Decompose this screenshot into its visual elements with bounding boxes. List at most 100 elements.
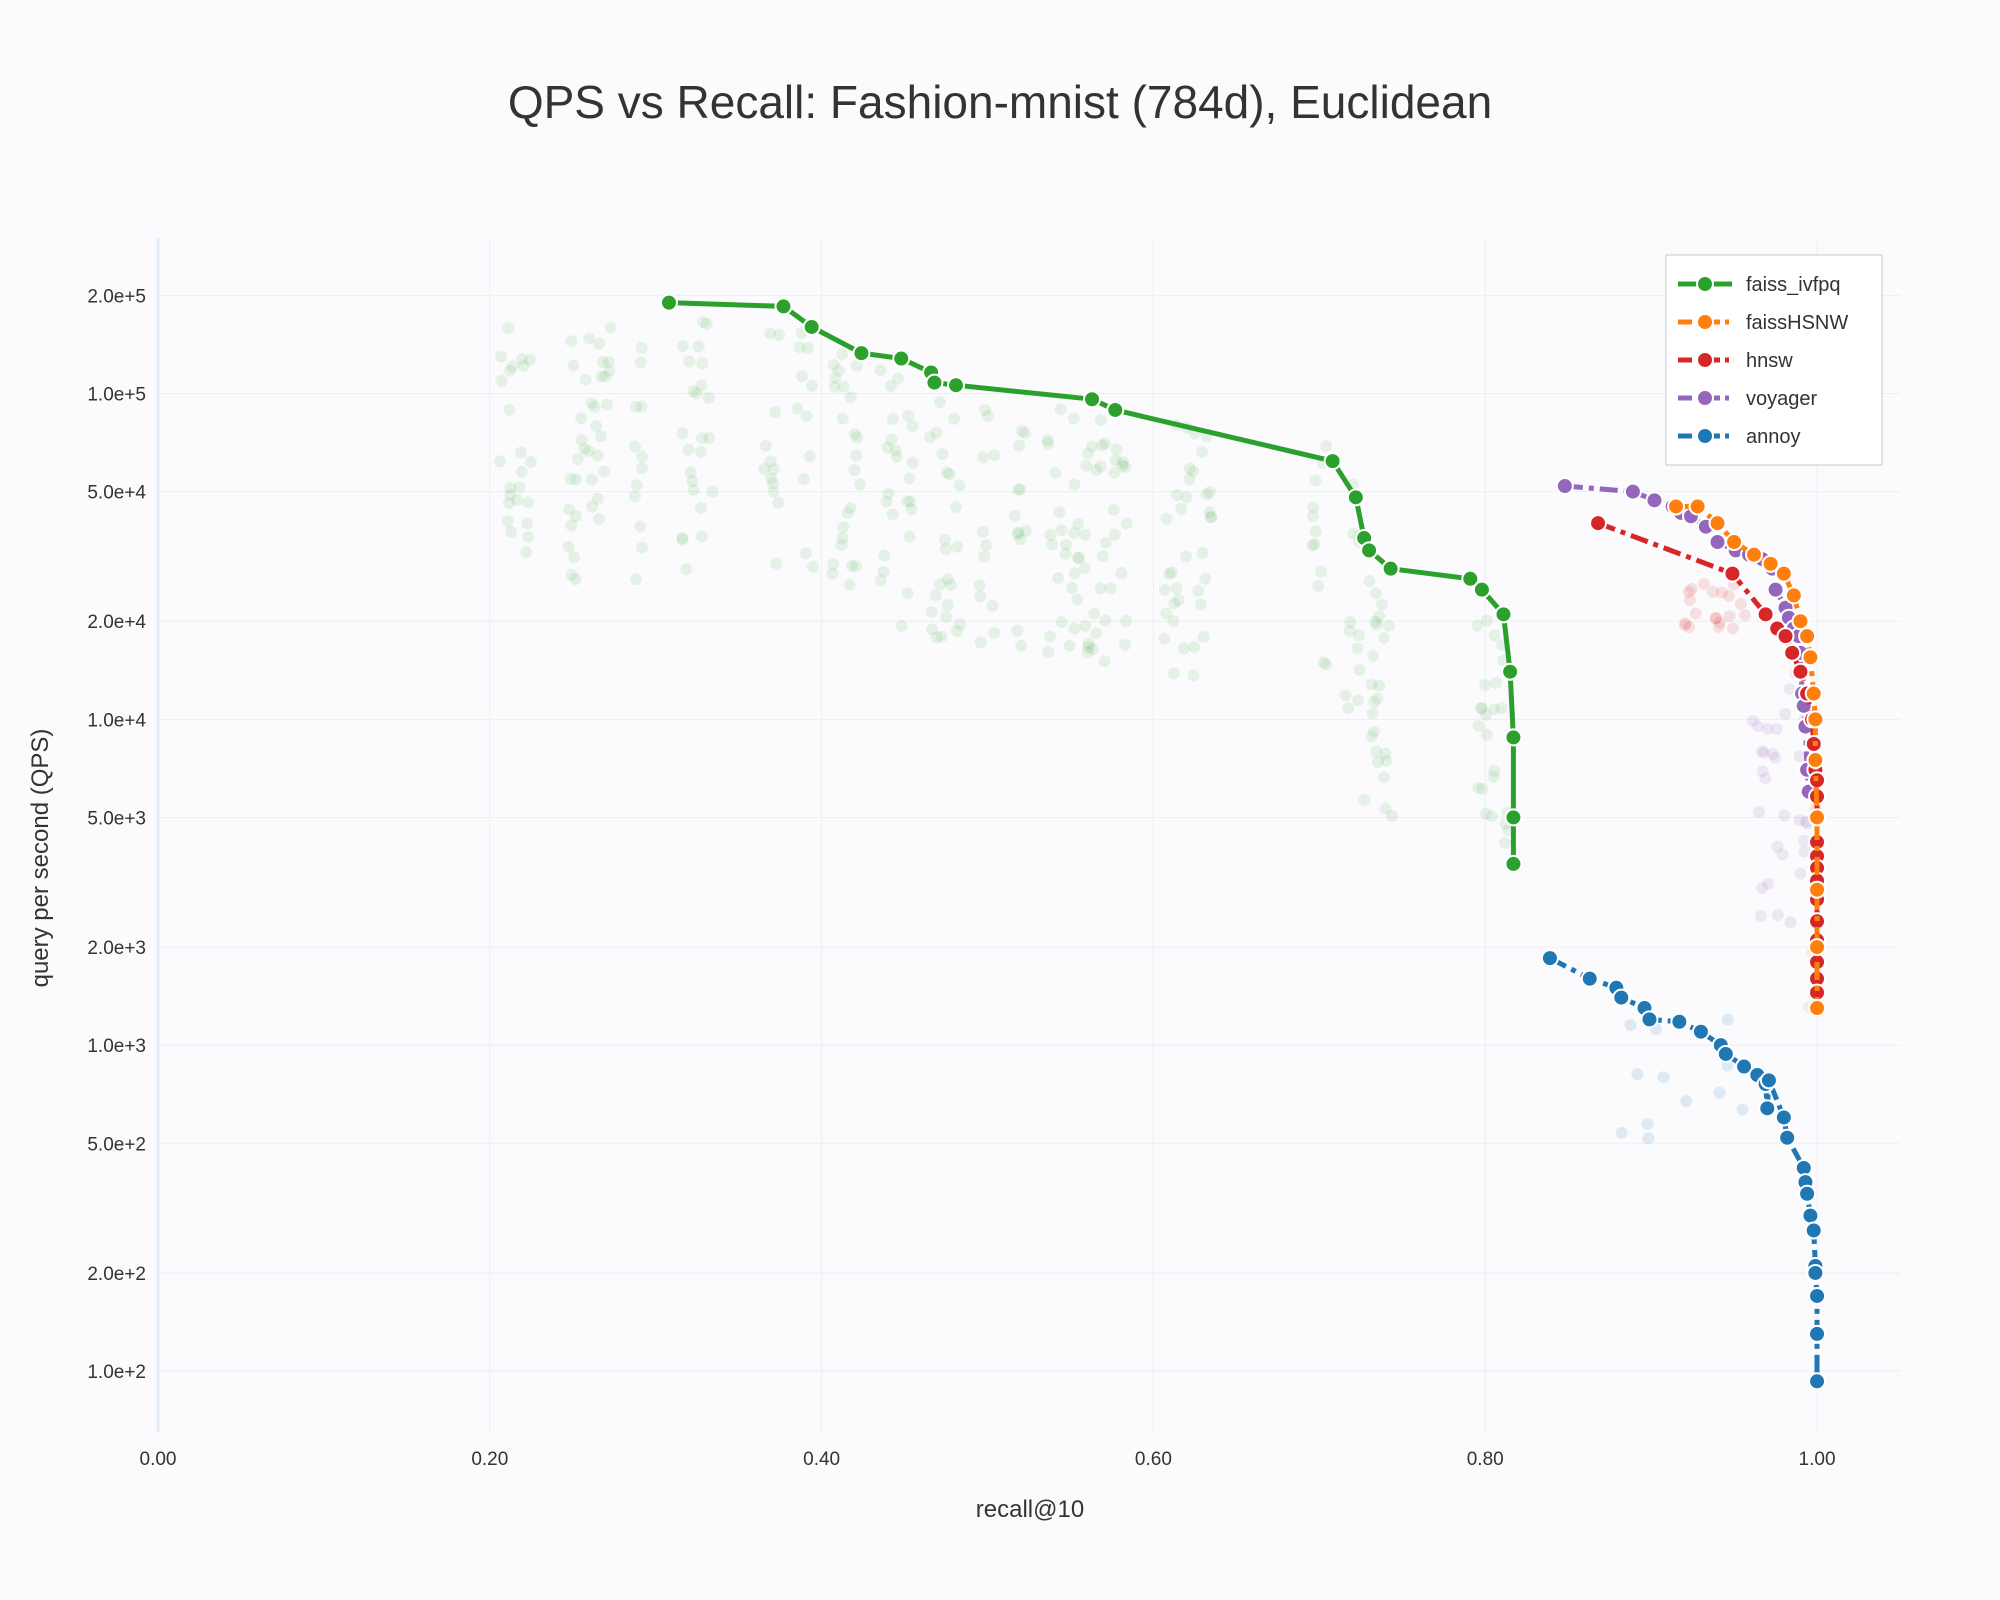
background-point xyxy=(604,321,617,334)
background-point xyxy=(1698,578,1711,591)
background-point xyxy=(1472,720,1485,733)
x-tick-label: 0.00 xyxy=(140,1449,177,1470)
background-point xyxy=(1490,676,1503,689)
legend-marker-hnsw xyxy=(1696,351,1714,369)
background-point xyxy=(1475,702,1488,715)
data-point-faiss-ivfpq xyxy=(1360,541,1379,560)
data-point-hnsw xyxy=(1723,564,1742,583)
background-point xyxy=(1015,639,1028,652)
background-point xyxy=(764,327,777,340)
background-point xyxy=(696,357,709,370)
background-point xyxy=(770,557,783,570)
background-point xyxy=(901,587,914,600)
background-point xyxy=(1365,678,1378,691)
background-point xyxy=(1358,793,1371,806)
background-point xyxy=(1712,620,1725,633)
background-point xyxy=(976,525,989,538)
background-point xyxy=(1721,1013,1734,1026)
background-point xyxy=(905,503,918,516)
background-point xyxy=(933,396,946,409)
series-lines xyxy=(659,293,1827,1391)
data-point-annoy xyxy=(1580,969,1599,988)
background-point xyxy=(844,391,857,404)
background-point xyxy=(940,466,953,479)
background-point xyxy=(1367,649,1380,662)
background-point xyxy=(635,450,648,463)
background-point xyxy=(1196,445,1209,458)
background-point xyxy=(1479,708,1492,721)
background-point xyxy=(843,578,856,591)
data-point-faiss-ivfpq xyxy=(892,349,911,368)
data-point-faisshsnw xyxy=(1806,710,1825,729)
background-point xyxy=(586,500,599,513)
background-point xyxy=(517,359,530,372)
legend-label-faisshsnw: faissHSNW xyxy=(1746,312,1848,334)
background-point xyxy=(1068,478,1081,491)
background-point xyxy=(1168,667,1181,680)
background-point xyxy=(1014,533,1027,546)
background-point xyxy=(1008,509,1021,522)
background-point xyxy=(827,558,840,571)
y-tick-label: 2.0e+3 xyxy=(87,938,146,959)
background-point xyxy=(1014,483,1027,496)
background-point xyxy=(906,456,919,469)
background-point xyxy=(765,472,778,485)
background-point xyxy=(943,468,956,481)
background-point xyxy=(1090,464,1103,477)
background-point xyxy=(1160,512,1173,525)
background-point xyxy=(1180,491,1193,504)
background-point xyxy=(494,350,507,363)
background-point xyxy=(687,384,700,397)
background-point xyxy=(829,371,842,384)
background-point xyxy=(884,380,897,393)
y-tick-label: 1.0e+4 xyxy=(87,710,146,731)
background-point xyxy=(1108,466,1121,479)
background-point xyxy=(502,497,515,510)
background-point xyxy=(1682,585,1695,598)
data-point-voyager xyxy=(1766,580,1785,599)
background-point xyxy=(514,446,527,459)
background-point xyxy=(1055,524,1068,537)
background-point xyxy=(582,444,595,457)
background-point xyxy=(1631,1068,1644,1081)
background-point xyxy=(1475,702,1488,715)
background-point xyxy=(565,568,578,581)
background-point xyxy=(1306,539,1319,552)
background-point xyxy=(594,430,607,443)
background-point xyxy=(1379,747,1392,760)
background-point xyxy=(1679,619,1692,632)
background-point xyxy=(1082,637,1095,650)
data-point-annoy xyxy=(1735,1057,1754,1076)
data-point-faiss-ivfpq xyxy=(1106,400,1125,419)
data-point-faisshsnw xyxy=(1725,533,1744,552)
background-point xyxy=(895,619,908,632)
background-point xyxy=(1044,529,1057,542)
data-point-faisshsnw xyxy=(1801,648,1820,667)
background-point xyxy=(1369,615,1382,628)
background-point xyxy=(628,490,641,503)
background-point xyxy=(845,559,858,572)
data-point-faisshsnw xyxy=(1808,880,1827,899)
legend-label-annoy: annoy xyxy=(1746,426,1801,448)
background-point xyxy=(1067,412,1080,425)
background-point xyxy=(1160,607,1173,620)
background-point xyxy=(1088,607,1101,620)
background-point xyxy=(1753,806,1766,819)
background-point xyxy=(585,473,598,486)
data-point-annoy xyxy=(1612,988,1631,1007)
data-point-annoy xyxy=(1798,1184,1817,1203)
legend-label-voyager: voyager xyxy=(1746,388,1817,410)
background-point xyxy=(1199,572,1212,585)
background-point xyxy=(565,519,578,532)
background-point xyxy=(1685,582,1698,595)
background-point xyxy=(1680,1095,1693,1108)
legend-marker-faisshsnw xyxy=(1696,313,1714,331)
background-point xyxy=(522,530,535,543)
data-point-annoy xyxy=(1808,1372,1827,1391)
series-line-faiss-ivfpq xyxy=(668,300,1516,864)
data-point-faiss-ivfpq xyxy=(1504,854,1523,873)
background-point xyxy=(1320,440,1333,453)
background-point xyxy=(1090,627,1103,640)
